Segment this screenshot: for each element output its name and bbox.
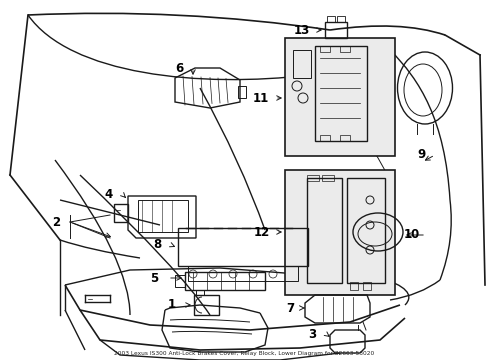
- Bar: [321, 175, 333, 181]
- Bar: [187, 266, 297, 281]
- Bar: [326, 16, 334, 22]
- Bar: [184, 272, 264, 290]
- Bar: [339, 135, 349, 141]
- Bar: [319, 46, 329, 52]
- Text: 9: 9: [416, 148, 424, 162]
- Bar: [346, 178, 384, 283]
- Text: 10: 10: [403, 229, 419, 242]
- Text: 12: 12: [253, 225, 269, 238]
- Bar: [314, 46, 366, 141]
- Bar: [336, 16, 345, 22]
- Text: 4: 4: [104, 189, 113, 202]
- Bar: [178, 228, 307, 266]
- Text: 8: 8: [153, 238, 161, 252]
- Bar: [349, 282, 357, 290]
- Text: 1: 1: [167, 298, 176, 311]
- Bar: [194, 295, 219, 315]
- Bar: [325, 22, 346, 38]
- Bar: [114, 204, 128, 222]
- Bar: [292, 50, 310, 78]
- Bar: [339, 46, 349, 52]
- Text: 7: 7: [285, 302, 293, 315]
- Bar: [306, 178, 341, 283]
- Text: 6: 6: [175, 62, 183, 75]
- Bar: [362, 282, 370, 290]
- Bar: [138, 200, 187, 232]
- Bar: [306, 175, 318, 181]
- Text: 11: 11: [252, 91, 268, 104]
- Bar: [238, 86, 245, 98]
- Text: 5: 5: [149, 271, 158, 284]
- Bar: [285, 38, 394, 156]
- Bar: [175, 275, 184, 287]
- Text: 13: 13: [293, 23, 309, 36]
- Bar: [285, 170, 394, 295]
- Text: 2003 Lexus IS300 Anti-Lock Brakes Cover, Relay Block, Lower Diagram for 82663-53: 2003 Lexus IS300 Anti-Lock Brakes Cover,…: [114, 351, 373, 356]
- Text: 2: 2: [52, 216, 60, 229]
- Bar: [319, 135, 329, 141]
- Text: 3: 3: [307, 328, 315, 341]
